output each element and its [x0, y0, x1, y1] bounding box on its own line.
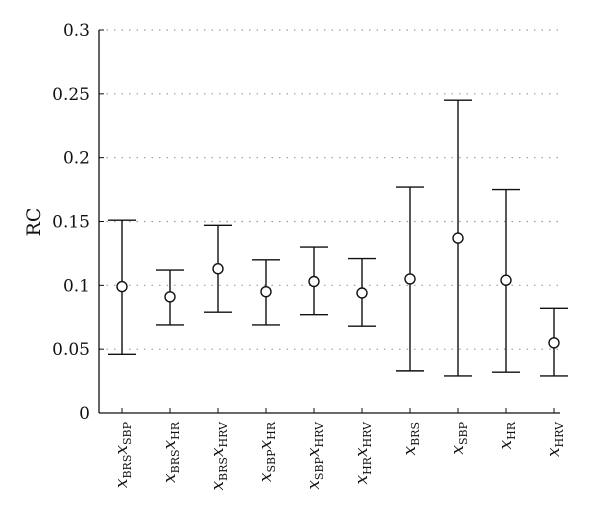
- error-bar: [204, 224, 232, 413]
- error-bar: [300, 246, 328, 413]
- x-tick-label: xHR​xHRV​: [352, 421, 374, 485]
- y-tick-label: 0.3: [63, 21, 90, 41]
- x-tick-label: xBRS​: [400, 422, 422, 456]
- error-bar: [252, 259, 280, 413]
- mean-marker: [308, 275, 320, 288]
- y-axis-label: RC: [23, 208, 45, 237]
- y-tick-label: 0: [79, 404, 90, 424]
- mean-marker: [116, 280, 128, 293]
- error-bar: [156, 269, 184, 413]
- mean-marker: [164, 291, 176, 303]
- error-bar: [492, 188, 520, 413]
- error-bar: [444, 99, 472, 413]
- x-axis-tick-labels: xBRS​xSBP​xBRS​xHR​xBRS​xHRV​xSBP​xHR​xS…: [112, 421, 566, 491]
- x-tick-label: xSBP​xHR​: [256, 421, 278, 482]
- x-tick-label: xHR​: [496, 421, 518, 449]
- mean-marker: [548, 337, 560, 349]
- y-tick-label: 0.05: [52, 340, 90, 360]
- x-tick-label: xBRS​xHRV​: [208, 421, 230, 491]
- mean-marker: [212, 263, 224, 275]
- y-tick-label: 0.1: [63, 276, 90, 296]
- error-bar: [348, 257, 376, 413]
- mean-marker: [452, 232, 464, 244]
- y-axis-ticks: 0 0.05 0.1 0.15 0.2 0.25 0.3: [52, 21, 104, 424]
- error-bar: [108, 219, 136, 413]
- y-tick-label: 0.25: [52, 85, 90, 105]
- x-tick-label: xSBP​: [448, 421, 470, 454]
- x-tick-label: xSBP​xHRV​: [304, 421, 326, 490]
- error-bar: [396, 186, 424, 413]
- y-tick-label: 0.2: [63, 149, 90, 169]
- mean-marker: [404, 273, 416, 285]
- error-bar: [540, 307, 568, 413]
- x-tick-label: xBRS​xHR​: [160, 421, 182, 483]
- mean-marker: [500, 274, 512, 286]
- mean-marker: [356, 287, 368, 299]
- x-tick-label: xHRV​: [544, 421, 566, 457]
- mean-marker: [260, 286, 272, 298]
- error-bars: [108, 99, 568, 413]
- x-tick-label: xBRS​xSBP​: [112, 421, 134, 488]
- y-tick-label: 0.15: [52, 213, 90, 233]
